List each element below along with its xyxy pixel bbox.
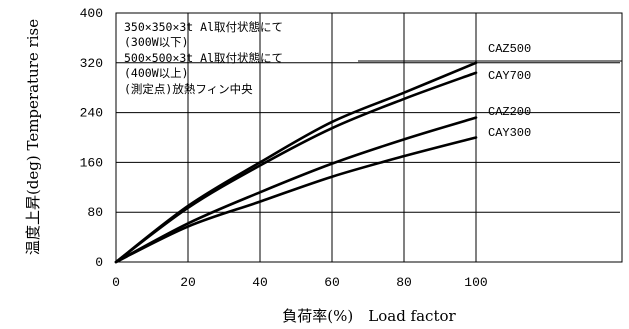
series-line-caz500 (114, 61, 478, 264)
series-label-caz200: CAZ200 (488, 105, 531, 119)
y-tick-label: 0 (95, 255, 103, 270)
note-line-1: 350×350×3t Al取付状態にて (124, 20, 283, 34)
y-axis-label: 温度上昇(deg) Temperature rise (24, 19, 42, 255)
note-line-5: (測定点)放熱フィン中央 (124, 82, 253, 96)
series-label-cay700: CAY700 (488, 69, 531, 83)
x-tick-label: 100 (464, 275, 487, 290)
note-line-2: (300W以下) (124, 35, 189, 49)
y-tick-label: 400 (80, 6, 103, 21)
plot-frame (115, 12, 623, 263)
condition-note: 350×350×3t Al取付状態にて (300W以下) 500×500×3t … (124, 20, 283, 96)
x-tick-label: 0 (112, 275, 120, 290)
y-tick-label: 160 (80, 155, 103, 170)
series-label-cay300: CAY300 (488, 126, 531, 140)
note-line-4: (400W以上) (124, 66, 189, 80)
x-axis-label: 負荷率(%) Load factor (282, 307, 456, 325)
y-tick-label: 320 (80, 56, 103, 71)
x-tick-label: 80 (396, 275, 412, 290)
series-lines (114, 61, 478, 264)
y-tick-label: 80 (87, 205, 103, 220)
x-axis-ticks: 0 20 40 60 80 100 (112, 275, 488, 290)
y-axis-ticks: 0 80 160 240 320 400 (80, 6, 103, 270)
x-tick-label: 40 (252, 275, 268, 290)
series-line-cay700 (114, 71, 478, 264)
series-label-caz500: CAZ500 (488, 42, 531, 56)
series-line-caz200 (114, 116, 478, 264)
x-tick-label: 20 (180, 275, 196, 290)
series-labels: CAZ500 CAY700 CAZ200 CAY300 (488, 42, 531, 140)
note-line-3: 500×500×3t Al取付状態にて (124, 51, 283, 65)
x-tick-label: 60 (324, 275, 340, 290)
y-tick-label: 240 (80, 106, 103, 121)
series-line-cay300 (114, 136, 478, 264)
